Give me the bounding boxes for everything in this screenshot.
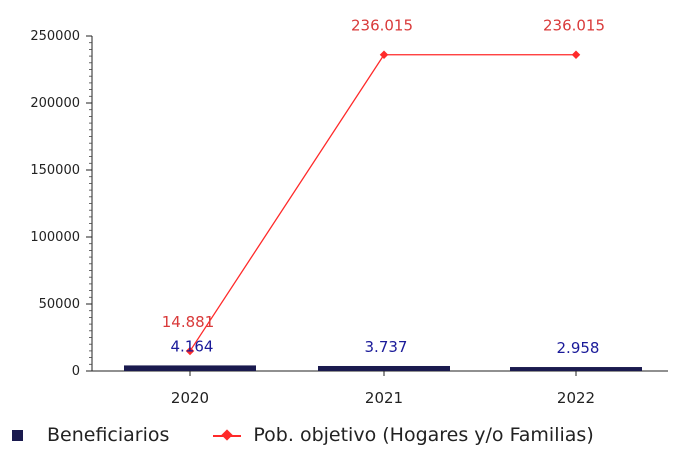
y-tick-label: 50000 <box>39 297 80 312</box>
bar-data-label: 2.958 <box>557 339 600 357</box>
legend-item-line: Pob. objetivo (Hogares y/o Familias) <box>169 424 594 446</box>
legend-line-label: Pob. objetivo (Hogares y/o Familias) <box>253 424 594 446</box>
line-path <box>189 54 576 352</box>
data-labels: 4.164 3.737 2.958 14.881 236.015 236.015 <box>162 17 605 357</box>
line-data-label: 236.015 <box>543 17 605 35</box>
legend-bar-swatch <box>12 429 23 441</box>
y-tick-label: 250000 <box>30 29 80 44</box>
y-tick-label: 100000 <box>30 230 80 245</box>
bar <box>318 365 450 371</box>
legend-item-bar: Beneficiarios <box>12 424 169 446</box>
bar-data-label: 3.737 <box>365 338 408 356</box>
legend: Beneficiarios Pob. objetivo (Hogares y/o… <box>12 424 594 446</box>
bar <box>510 367 642 371</box>
line-data-label: 236.015 <box>351 17 413 35</box>
legend-bar-label: Beneficiarios <box>47 424 170 446</box>
y-tick-label: 150000 <box>30 163 80 178</box>
line-series <box>185 50 581 356</box>
x-tick-label: 2022 <box>557 389 595 407</box>
legend-line-swatch <box>213 428 242 442</box>
x-tick-label: 2020 <box>171 389 209 407</box>
bar <box>124 365 256 371</box>
line-data-label: 14.881 <box>162 313 215 331</box>
line-point <box>571 50 581 59</box>
x-tick-label: 2021 <box>365 389 403 407</box>
line-point <box>379 50 389 59</box>
line-point <box>185 346 195 356</box>
y-tick-label: 200000 <box>30 96 80 111</box>
bar-series <box>124 365 642 371</box>
x-axis: 2020 2021 2022 <box>92 370 668 407</box>
bar-data-label: 4.164 <box>171 337 214 355</box>
y-axis: 0 50000 100000 150000 200000 250000 <box>30 29 93 379</box>
y-tick-label: 0 <box>72 364 80 379</box>
